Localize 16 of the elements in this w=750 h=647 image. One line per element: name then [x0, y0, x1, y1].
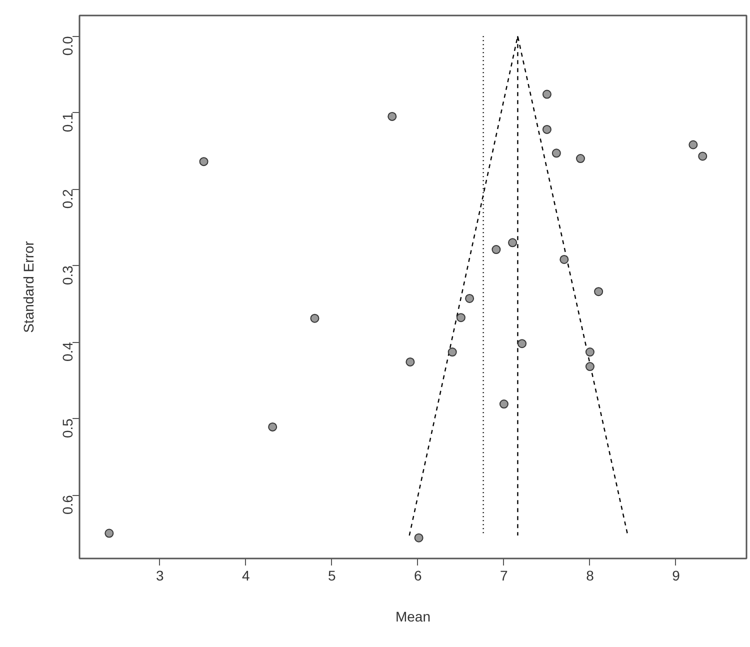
x-axis-title: Mean: [395, 608, 431, 624]
y-tick-label: 0.1: [60, 112, 76, 132]
x-tick-label: 6: [414, 568, 422, 584]
x-tick-label: 5: [328, 568, 336, 584]
x-tick-label: 8: [586, 568, 594, 584]
x-tick-label: 3: [156, 568, 164, 584]
y-tick-label: 0.0: [60, 36, 76, 56]
y-tick-label: 0.6: [60, 494, 76, 514]
y-tick-label: 0.5: [60, 418, 76, 438]
y-axis-title: Standard Error: [20, 240, 36, 333]
y-tick-label: 0.2: [60, 188, 76, 209]
y-tick-label: 0.4: [60, 342, 76, 362]
x-tick-label: 7: [500, 568, 508, 584]
x-tick-label: 4: [242, 568, 250, 584]
y-tick-label: 0.3: [60, 265, 76, 286]
x-tick-label: 9: [672, 568, 680, 584]
